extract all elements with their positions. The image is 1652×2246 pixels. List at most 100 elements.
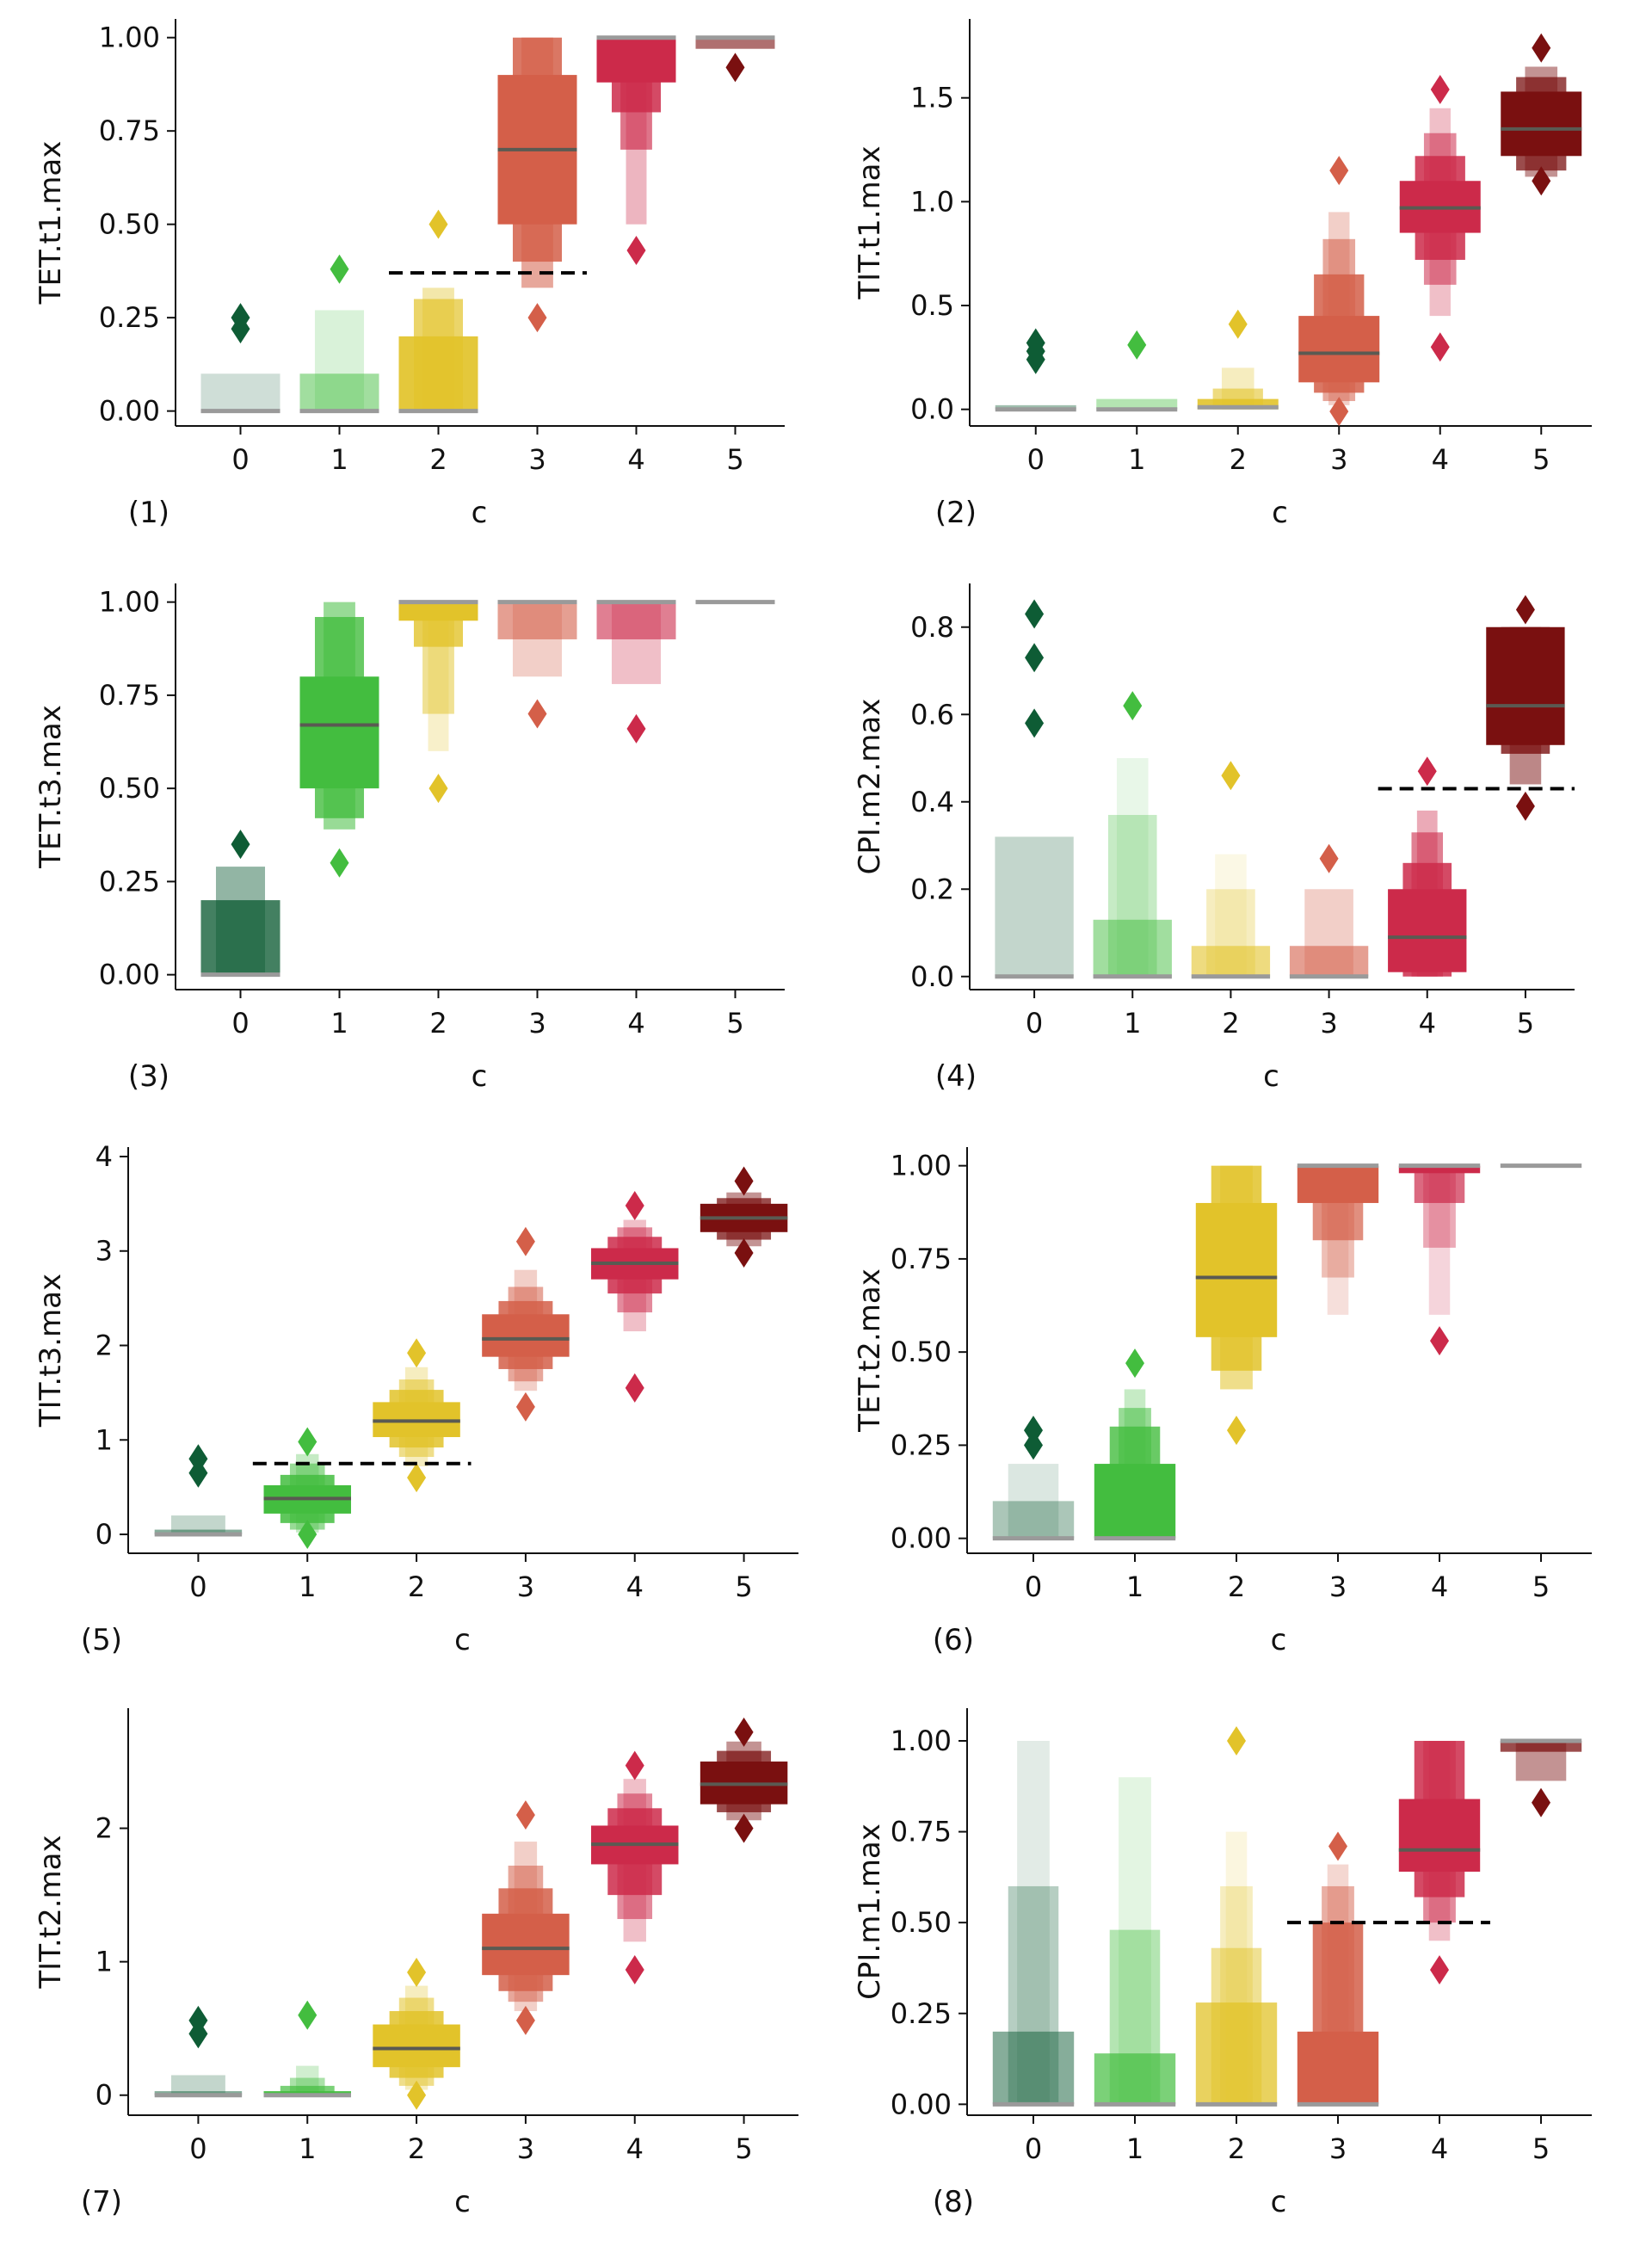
chart-panel-2: 0.0 0.5 1.0 1.5 0 1 2 3 4 5 TIT.t1.max c (2) [853, 19, 1592, 530]
outlier-point [1125, 1348, 1144, 1379]
boxen-box [154, 1529, 243, 1535]
x-tick-label: 4 [627, 443, 644, 476]
outlier-point [1123, 691, 1143, 721]
boxen-box [1289, 946, 1369, 977]
class-0-boxen [992, 1416, 1075, 1541]
x-tick-label: 4 [1432, 443, 1449, 476]
outlier-point [1228, 309, 1248, 339]
boxen-box [1096, 398, 1178, 410]
y-tick-label: 0.50 [891, 1906, 952, 1939]
y-tick-label: 0.0 [910, 960, 954, 993]
class-0-boxen [995, 599, 1074, 979]
outlier-point [1024, 1416, 1043, 1446]
boxen-box [695, 37, 775, 49]
y-tick-label: 0.00 [99, 959, 160, 991]
outlier-point [515, 2005, 535, 2035]
panel-label: (7) [81, 2185, 122, 2219]
x-axis-label: c [1263, 1059, 1279, 1094]
boxen-box [1500, 1741, 1582, 1752]
x-tick-label: 1 [299, 2132, 316, 2165]
outlier-point [734, 1717, 754, 1747]
outlier-point [298, 1427, 317, 1457]
outlier-point [231, 830, 250, 860]
outlier-point [330, 848, 349, 878]
x-tick-label: 1 [1126, 1570, 1143, 1603]
x-tick-label: 1 [299, 1570, 316, 1603]
y-tick-label: 0.75 [99, 114, 160, 147]
class-0-boxen [154, 1444, 243, 1537]
outlier-point [527, 303, 547, 333]
y-tick-label: 0.25 [891, 1428, 952, 1461]
y-tick-label: 4 [96, 1140, 113, 1173]
boxen-box [992, 2031, 1075, 2105]
x-tick-label: 5 [735, 2132, 752, 2165]
chart-panel-5: 0 1 2 3 4 0 1 2 3 4 5 TIT.t3.max c (5) [34, 1140, 798, 1657]
x-tick-label: 4 [1431, 1570, 1448, 1603]
outlier-point [1227, 1416, 1246, 1446]
x-tick-label: 5 [1532, 443, 1550, 476]
y-tick-label: 0.25 [99, 301, 160, 334]
outlier-point [330, 254, 349, 284]
chart-panel-3: 0.00 0.25 0.50 0.75 1.00 0 1 2 3 4 5 TET.t3.max c (3) [34, 583, 785, 1094]
outlier-point [1026, 328, 1045, 358]
outlier-point [1515, 791, 1535, 821]
outlier-point [407, 1338, 427, 1368]
class-0-boxen [200, 830, 280, 978]
outlier-point [515, 1226, 535, 1256]
y-tick-label: 0.75 [99, 679, 160, 712]
y-axis-label: TET.t3.max [34, 705, 68, 869]
y-axis-label: TIT.t3.max [34, 1274, 68, 1428]
x-tick-label: 0 [1026, 1007, 1043, 1040]
panel-label: (5) [81, 1623, 122, 1657]
boxen-box [497, 602, 577, 639]
boxen-box [200, 900, 280, 975]
y-tick-label: 1 [96, 1946, 113, 1978]
boxen-box [1093, 919, 1172, 977]
x-axis-label: c [1271, 2185, 1287, 2219]
y-tick-label: 1.00 [99, 586, 160, 619]
class-5-boxen [700, 1166, 788, 1268]
class-0-boxen [154, 2005, 243, 2098]
boxen-box [373, 2024, 460, 2068]
y-axis-label: TIT.t2.max [34, 1835, 68, 1989]
class-3-boxen [1289, 843, 1369, 979]
x-tick-label: 1 [1126, 2132, 1143, 2165]
x-tick-label: 3 [517, 1570, 534, 1603]
boxen-box [1195, 2002, 1278, 2105]
x-tick-label: 0 [231, 443, 249, 476]
x-tick-label: 3 [1330, 443, 1347, 476]
outlier-point [407, 1463, 427, 1493]
boxen-box [1298, 316, 1380, 383]
x-tick-label: 4 [627, 1007, 644, 1040]
class-0-boxen [200, 303, 280, 414]
x-tick-label: 0 [1025, 1570, 1042, 1603]
x-tick-label: 5 [726, 443, 743, 476]
outlier-point [515, 1800, 535, 1830]
chart-panel-6: 0.00 0.25 0.50 0.75 1.00 0 1 2 3 4 5 TET.t2.max c (6) [853, 1147, 1592, 1657]
panel-label: (6) [933, 1623, 974, 1657]
outlier-point [1430, 1955, 1449, 1985]
class-3-boxen [497, 600, 577, 729]
boxen-box [1398, 1799, 1481, 1873]
class-2-boxen [1191, 761, 1271, 979]
outlier-point [625, 1954, 644, 1984]
class-1-boxen [263, 2000, 351, 2098]
y-tick-label: 0.4 [910, 786, 954, 818]
outlier-point [1221, 761, 1241, 791]
x-tick-label: 3 [1320, 1007, 1337, 1040]
outlier-point [1328, 1831, 1347, 1861]
y-axis-label: CPI.m1.max [853, 1823, 887, 2000]
y-tick-label: 1.00 [891, 1725, 952, 1757]
boxen-box [299, 373, 379, 411]
outlier-point [1025, 643, 1045, 673]
outlier-point [734, 1237, 754, 1268]
outlier-point [1515, 595, 1535, 625]
panel-label: (2) [935, 496, 977, 530]
outlier-point [734, 1813, 754, 1843]
outlier-point [428, 209, 448, 239]
boxen-box [1297, 2031, 1379, 2105]
x-tick-label: 2 [429, 443, 447, 476]
class-0-boxen [992, 1741, 1075, 2107]
y-tick-label: 0.25 [891, 1997, 952, 2030]
y-tick-label: 0.75 [891, 1243, 952, 1275]
